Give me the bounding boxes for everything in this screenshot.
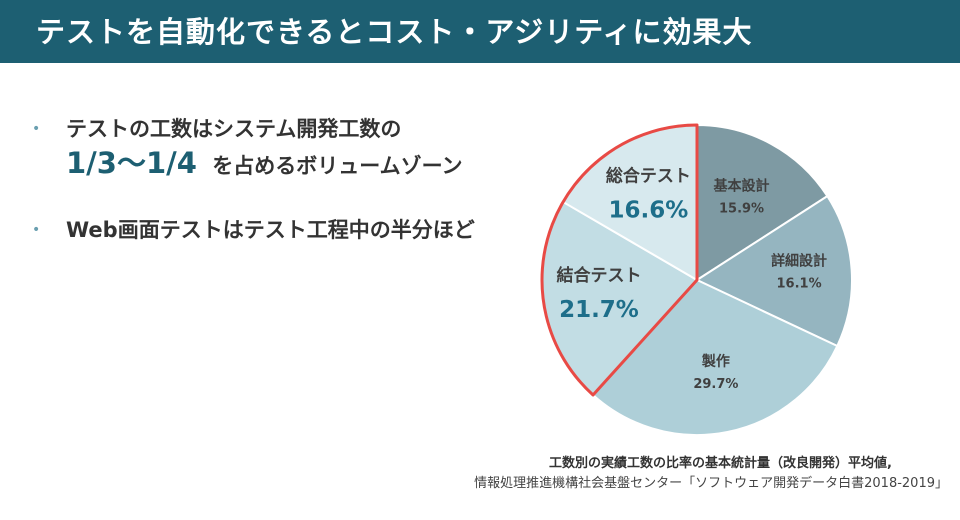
highlight-ratio: 1/3～1/4 xyxy=(66,146,197,180)
bullet-list: • テストの工数はシステム開発工数の 1/3～1/4 を占めるボリュームゾーン … xyxy=(30,112,550,277)
pie-slice-label: 結合テスト xyxy=(556,265,641,286)
pie-labels: 基本設計 15.9% 詳細設計 16.1% 製作 29.7% 結合テスト 21.7% 総合テスト… xyxy=(556,165,827,392)
pie-slice-2 xyxy=(591,278,839,436)
bullet-suffix: を占めるボリュームゾーン xyxy=(212,154,463,178)
pie-slice-label: 基本設計 xyxy=(714,177,770,194)
bullet-item: • テストの工数はシステム開発工数の 1/3～1/4 を占めるボリュームゾーン xyxy=(30,112,550,183)
caption-line1: 工数別の実績工数の比率の基本統計量（改良開発）平均値, xyxy=(549,456,892,471)
pie-slices xyxy=(541,123,853,436)
pie-slice-value: 15.9% xyxy=(719,201,764,216)
pie-slice-value: 21.7% xyxy=(559,297,639,323)
pie-slice-label: 総合テスト xyxy=(606,165,691,186)
bullet-text-second-line: 1/3～1/4 を占めるボリュームゾーン xyxy=(66,146,550,183)
bullet-dot-icon: • xyxy=(32,222,41,238)
bullet-text: テストの工数はシステム開発工数の xyxy=(66,117,402,141)
bullet-text: Web画面テストはテスト工程中の半分ほど xyxy=(66,218,475,242)
caption-line2: 情報処理推進機構社会基盤センター「ソフトウェア開発データ白書2018-2019」 xyxy=(474,476,948,491)
pie-slice-value: 16.6% xyxy=(608,197,688,223)
page-title: テストを自動化できるとコスト・アジリティに効果大 xyxy=(36,15,753,49)
title-bar: テストを自動化できるとコスト・アジリティに効果大 xyxy=(0,0,960,63)
pie-slice-value: 16.1% xyxy=(777,276,822,291)
source-caption: 工数別の実績工数の比率の基本統計量（改良開発）平均値, 情報処理推進機構社会基盤… xyxy=(474,454,948,494)
pie-slice-label: 詳細設計 xyxy=(771,252,827,269)
pie-slice-0 xyxy=(696,123,829,282)
bullet-dot-icon: • xyxy=(32,121,41,137)
pie-highlight-outline xyxy=(540,123,699,397)
test-phase-highlight-outline xyxy=(540,123,699,397)
pie-slice-1 xyxy=(694,194,853,348)
pie-slice-label: 製作 xyxy=(701,353,730,370)
bullet-item: • Web画面テストはテスト工程中の半分ほど xyxy=(30,213,550,247)
pie-slice-value: 29.7% xyxy=(693,377,738,392)
